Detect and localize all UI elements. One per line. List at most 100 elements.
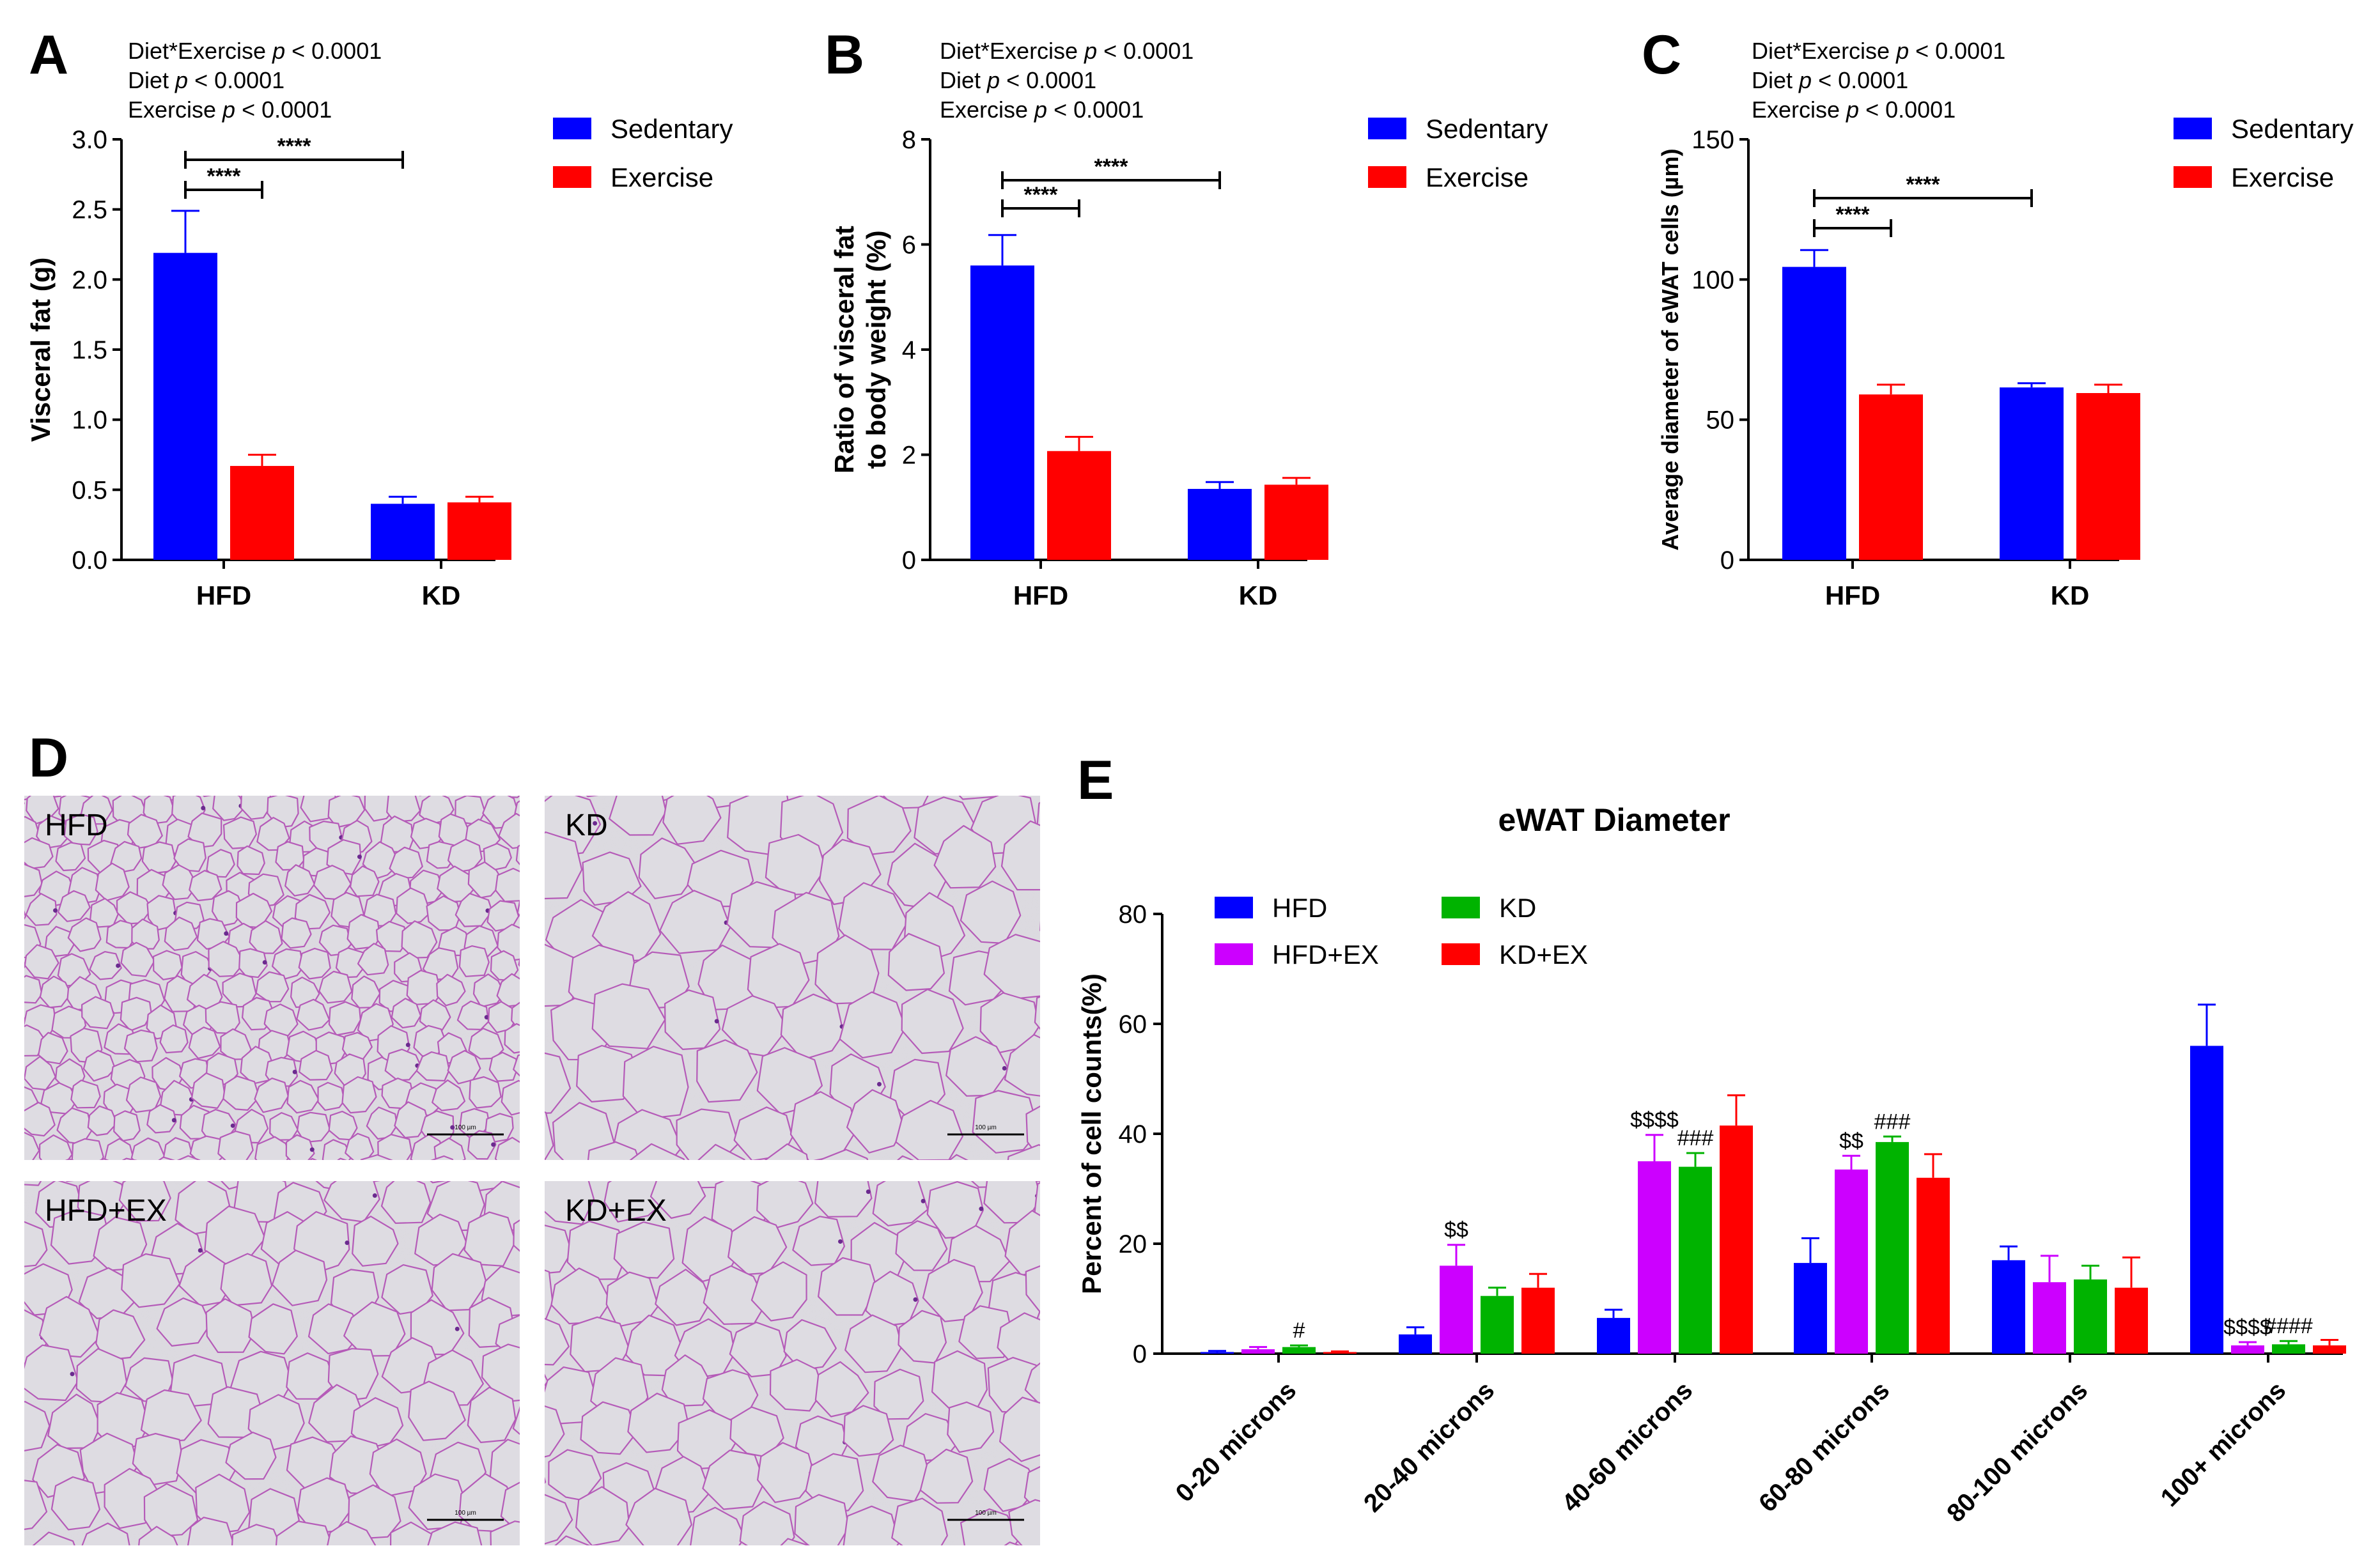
adipocyte-cell	[545, 1405, 565, 1458]
nucleus	[53, 908, 58, 913]
adipocyte-cell	[345, 1133, 375, 1160]
adipocyte-cell	[63, 813, 98, 846]
bar-kd	[2272, 1344, 2305, 1354]
adipocyte-cell	[396, 887, 432, 924]
adipocyte-cell	[391, 998, 422, 1029]
adipocyte-cell	[696, 1039, 758, 1103]
adipocyte-cell	[120, 941, 155, 977]
adipocyte-cell	[178, 1250, 235, 1307]
stat-line: Exercise p < 0.0001	[1752, 97, 1956, 123]
adipocyte-cell	[238, 948, 268, 978]
adipocyte-cell	[999, 1396, 1040, 1462]
stat-suffix: < 0.0001	[1909, 38, 2005, 64]
x-tick-label: HFD	[1013, 580, 1068, 610]
x-tick-label: KD	[1239, 580, 1278, 610]
adipocyte-cell	[919, 1448, 974, 1504]
adipocyte-cell	[120, 996, 152, 1032]
stat-prefix: Diet*Exercise	[128, 38, 272, 64]
adipocyte-cell	[498, 812, 520, 849]
significance-label: ****	[1836, 203, 1871, 227]
significance-annotation: $$	[1839, 1129, 1863, 1153]
adipocyte-cell	[488, 1051, 518, 1082]
adipocyte-cell	[622, 1046, 689, 1120]
adipocyte-cell	[580, 1401, 638, 1455]
adipocyte-cell	[286, 1079, 320, 1114]
adipocyte-cell	[625, 1487, 692, 1545]
adipocyte-cell	[933, 824, 997, 889]
adipocyte-cell	[676, 1108, 739, 1160]
adipocyte-cell	[627, 1393, 690, 1453]
adipocyte-cell	[751, 1261, 807, 1322]
adipocyte-cell	[55, 842, 86, 872]
nucleus	[454, 1168, 458, 1173]
bar-kd-ex	[1917, 1177, 1950, 1354]
adipocyte-cell	[152, 950, 183, 980]
scale-bar-label: 100 µm	[455, 1510, 476, 1517]
stat-prefix: Diet	[1752, 67, 1799, 93]
adipocyte-cell	[143, 796, 175, 825]
nucleus	[867, 1173, 872, 1178]
adipocyte-cell	[1000, 820, 1040, 891]
adipocyte-cell	[206, 849, 235, 878]
legend-swatch	[1215, 943, 1253, 965]
legend-label: KD	[1499, 893, 1536, 923]
adipocyte-cell	[240, 796, 274, 820]
adipocyte-cell	[412, 764, 440, 795]
adipocyte-cell	[156, 1297, 212, 1347]
stat-line: Exercise p < 0.0001	[128, 97, 332, 123]
adipocyte-cell	[702, 1450, 765, 1510]
adipocyte-cell	[490, 1520, 520, 1545]
adipocyte-cell	[401, 920, 438, 959]
y-tick-label: 80	[1119, 901, 1147, 929]
adipocyte-cell	[661, 1354, 715, 1407]
x-tick-label: HFD	[196, 580, 251, 610]
adipocyte-cell	[123, 1029, 158, 1063]
adipocyte-cell	[844, 1314, 903, 1373]
adipocyte-cell	[513, 1054, 520, 1077]
adipocyte-cell	[609, 796, 667, 836]
adipocyte-cell	[24, 961, 26, 969]
x-tick-label: 0-20 microns	[1171, 1376, 1302, 1508]
adipocyte-cell	[983, 934, 1040, 1000]
bar-kd-ex	[2313, 1345, 2346, 1354]
adipocyte-cell	[545, 1317, 570, 1366]
x-tick-label: 20-40 microns	[1358, 1376, 1500, 1517]
stat-suffix: < 0.0001	[188, 67, 284, 93]
adipocyte-cell	[24, 1056, 56, 1091]
adipocyte-cell	[427, 1521, 483, 1545]
adipocyte-cell	[703, 1265, 767, 1325]
stat-prefix: Exercise	[1752, 97, 1846, 123]
adipocyte-cell	[566, 1220, 628, 1280]
adipocyte-cell	[545, 1181, 595, 1225]
adipocyte-cell	[39, 975, 72, 1009]
bar-kd-ex	[1720, 1125, 1753, 1354]
adipocyte-cell	[352, 1216, 399, 1267]
histology-image-kd-ex: KD+EX 100 µm	[545, 1181, 1040, 1545]
adipocyte-cell	[222, 1075, 260, 1111]
adipocyte-cell	[275, 840, 305, 871]
adipocyte-cell	[188, 1026, 221, 1060]
legend-label: HFD+EX	[1272, 940, 1379, 970]
adipocyte-cell	[554, 1535, 591, 1545]
stat-line: Diet*Exercise p < 0.0001	[128, 38, 382, 64]
adipocyte-cell	[296, 998, 331, 1031]
chart-e: eWAT Diameter 0 20 40 60 80 Percent of cell co…	[1077, 802, 2346, 1527]
adipocyte-cell	[662, 796, 722, 845]
adipocyte-cell	[432, 1079, 466, 1111]
bar-hfd	[1992, 1260, 2025, 1354]
stat-prefix: Exercise	[128, 97, 222, 123]
x-tick-label: HFD	[1825, 580, 1880, 610]
x-tick-label: KD	[2051, 580, 2090, 610]
adipocyte-cell	[24, 1221, 48, 1267]
adipocyte-cell	[545, 1494, 573, 1545]
adipocyte-cell	[24, 1101, 56, 1137]
bar-exercise	[1264, 484, 1328, 560]
adipocyte-cell	[254, 1136, 291, 1160]
adipocyte-cell	[513, 1219, 520, 1252]
histology-panel: HFD 100 µm KD 100 µm HFD+EX 100 µm KD+EX…	[24, 764, 1040, 1545]
y-tick-label: 0.5	[72, 476, 107, 504]
stat-line: Diet*Exercise p < 0.0001	[1752, 38, 2005, 64]
adipocyte-cell	[843, 1405, 894, 1457]
legend-label: Sedentary	[1426, 114, 1548, 144]
